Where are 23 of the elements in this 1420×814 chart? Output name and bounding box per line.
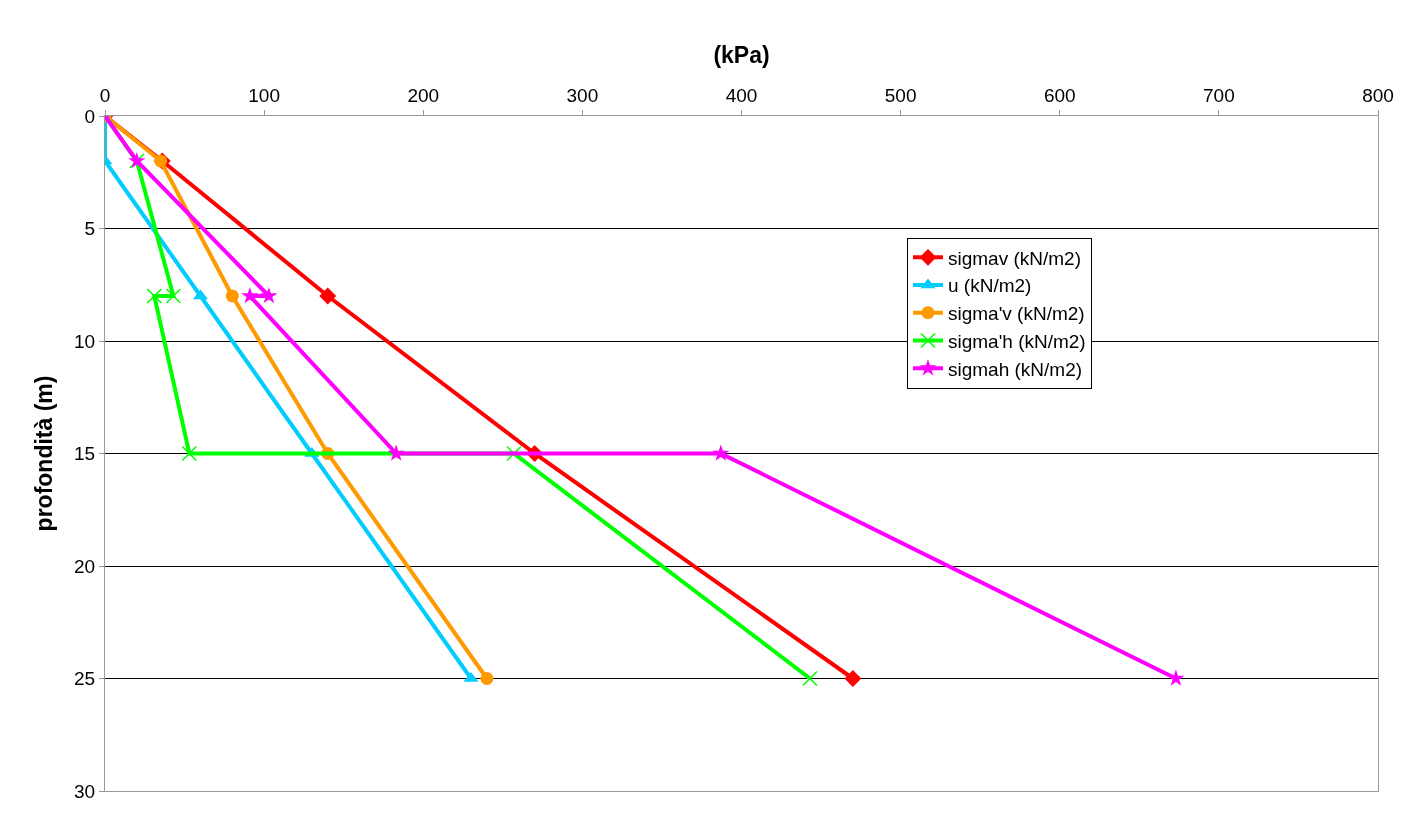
y-tick-label: 0 [84, 105, 96, 127]
x-tick-label: 100 [248, 85, 280, 107]
legend-label: sigma'h (kN/m2) [947, 330, 1086, 352]
y-tick-label: 10 [74, 330, 96, 352]
x-tick-label: 600 [1043, 85, 1076, 107]
x-tick-label: 0 [99, 85, 111, 107]
y-tick-label: 25 [74, 668, 96, 690]
y-tick-label: 20 [74, 555, 96, 577]
x-tick-label: 700 [1203, 85, 1235, 107]
x-axis-title: (kPa) [713, 41, 770, 68]
legend-label: sigma'v (kN/m2) [947, 303, 1085, 325]
x-tick-label: 500 [884, 85, 917, 107]
x-tick-label: 300 [566, 85, 599, 107]
x-tick-label: 400 [725, 85, 758, 107]
y-tick-label: 30 [74, 780, 96, 802]
x-tick-label: 200 [407, 85, 440, 107]
x-tick-label: 800 [1362, 85, 1394, 107]
legend-label: sigmah (kN/m2) [947, 358, 1083, 380]
y-axis-title: profondità (m) [30, 375, 57, 532]
y-tick-label: 15 [74, 443, 96, 465]
y-tick-label: 5 [84, 218, 96, 240]
legend-label: sigmav (kN/m2) [947, 247, 1082, 269]
legend-label: u (kN/m2) [947, 275, 1032, 297]
